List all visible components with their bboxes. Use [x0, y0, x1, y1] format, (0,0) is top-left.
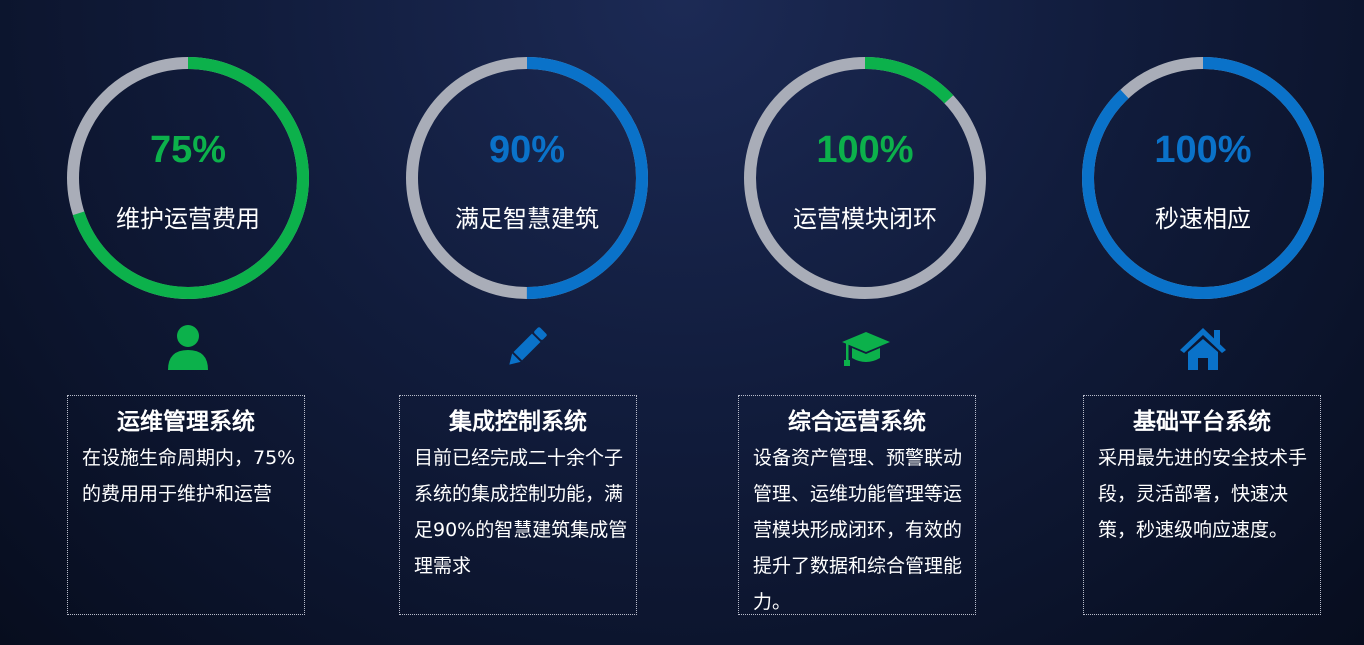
feature-card: 运维管理系统 在设施生命周期内，75%的费用用于维护和运营	[67, 395, 305, 615]
feature-card: 综合运营系统 设备资产管理、预警联动管理、运维功能管理等运营模块形成闭环，有效的…	[738, 395, 976, 615]
ring-percent: 75%	[149, 129, 227, 171]
home-icon	[1178, 322, 1228, 372]
progress-ring: 100% 运营模块闭环	[744, 57, 986, 299]
card-title: 基础平台系统	[1133, 409, 1271, 435]
ring-fill	[744, 57, 986, 299]
ring-caption: 运营模块闭环	[793, 205, 937, 233]
card-title: 综合运营系统	[788, 409, 926, 435]
feature-card: 基础平台系统 采用最先进的安全技术手段，灵活部署，快速决策，秒速级响应速度。	[1083, 395, 1321, 615]
ring-percent: 90%	[488, 129, 566, 171]
card-body: 在设施生命周期内，75%的费用用于维护和运营	[82, 447, 296, 505]
ring-caption: 维护运营费用	[116, 205, 260, 233]
ring-fill	[406, 57, 648, 299]
ring-graphic	[67, 57, 309, 299]
graduation-cap-icon	[840, 322, 890, 372]
ring-fill	[1082, 57, 1324, 299]
user-icon	[163, 322, 213, 372]
ring-caption: 秒速相应	[1155, 205, 1251, 233]
progress-ring: 90% 满足智慧建筑	[406, 57, 648, 299]
pencil-icon	[502, 322, 552, 372]
card-body: 设备资产管理、预警联动管理、运维功能管理等运营模块形成闭环，有效的提升了数据和综…	[753, 447, 963, 613]
ring-caption: 满足智慧建筑	[455, 205, 599, 233]
progress-ring: 100% 秒速相应	[1082, 57, 1324, 299]
card-title: 集成控制系统	[449, 409, 587, 435]
ring-percent: 100%	[1154, 129, 1252, 171]
ring-graphic	[744, 57, 986, 299]
feature-card: 集成控制系统 目前已经完成二十余个子系统的集成控制功能，满足90%的智慧建筑集成…	[399, 395, 637, 615]
card-body: 目前已经完成二十余个子系统的集成控制功能，满足90%的智慧建筑集成管理需求	[414, 447, 628, 577]
card-title: 运维管理系统	[117, 409, 255, 435]
ring-graphic	[1082, 57, 1324, 299]
card-body: 采用最先进的安全技术手段，灵活部署，快速决策，秒速级响应速度。	[1098, 447, 1308, 541]
ring-percent: 100%	[816, 129, 914, 171]
progress-ring: 75% 维护运营费用	[67, 57, 309, 299]
ring-fill	[67, 57, 309, 299]
ring-graphic	[406, 57, 648, 299]
